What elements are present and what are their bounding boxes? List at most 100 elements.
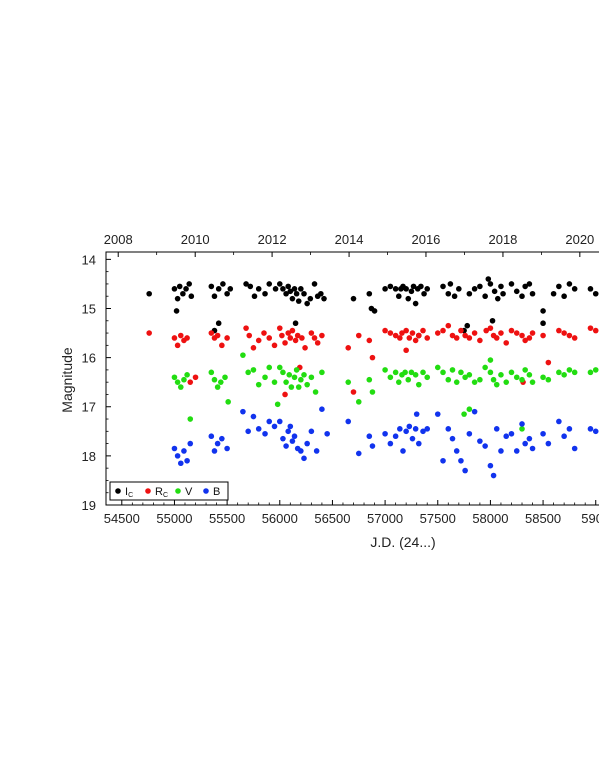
point-b — [529, 445, 536, 452]
point-b — [250, 413, 257, 420]
point-rc — [294, 332, 301, 339]
point-ic — [540, 308, 546, 314]
point-v — [405, 376, 412, 383]
point-ic — [485, 276, 492, 282]
point-rc — [483, 327, 490, 334]
point-ic — [491, 288, 498, 295]
point-ic — [174, 295, 181, 302]
point-ic — [224, 290, 230, 297]
point-ic — [293, 290, 300, 297]
point-b — [369, 443, 376, 449]
point-v — [440, 369, 446, 376]
point-rc — [287, 335, 294, 341]
year-tick-label: 2020 — [565, 232, 594, 247]
point-v — [274, 401, 281, 408]
point-v — [240, 352, 246, 358]
point-rc — [493, 335, 500, 341]
point-v — [291, 374, 298, 381]
y-tick-label: 14 — [82, 252, 96, 267]
point-b — [245, 428, 251, 435]
point-v — [319, 369, 325, 376]
point-rc — [503, 340, 510, 346]
point-b — [211, 448, 218, 454]
year-tick-label: 2014 — [335, 232, 364, 247]
point-ic — [519, 293, 525, 300]
point-ic — [445, 290, 452, 297]
point-rc — [214, 332, 221, 339]
point-ic — [410, 283, 417, 290]
point-ic — [494, 295, 501, 302]
point-v — [503, 379, 510, 385]
point-b — [324, 430, 330, 437]
point-rc — [285, 330, 292, 336]
point-ic — [311, 281, 318, 287]
point-ic — [522, 283, 528, 290]
legend: IC RC V B — [109, 481, 229, 501]
point-ic — [424, 286, 431, 292]
point-b — [508, 430, 515, 437]
point-v — [540, 374, 546, 381]
point-v — [211, 376, 218, 383]
x-tick-label: 54500 — [104, 511, 140, 526]
point-v — [171, 374, 178, 381]
legend-marker — [203, 488, 209, 494]
point-b — [513, 448, 520, 454]
point-v — [301, 372, 307, 378]
point-b — [566, 426, 573, 432]
point-b — [280, 435, 286, 442]
point-rc — [415, 332, 422, 339]
point-v — [345, 379, 352, 385]
point-v — [466, 406, 473, 413]
point-b — [301, 455, 307, 462]
point-b — [283, 443, 289, 449]
point-v — [526, 372, 533, 378]
point-b — [355, 450, 362, 457]
point-rc — [477, 337, 483, 344]
point-b — [412, 426, 419, 432]
point-b — [477, 438, 483, 444]
point-ic — [350, 295, 357, 302]
point-b — [466, 430, 473, 437]
point-v — [174, 379, 181, 385]
point-v — [286, 372, 293, 378]
y-tick-label: 18 — [82, 449, 96, 464]
point-v — [366, 376, 373, 383]
point-ic — [440, 283, 446, 290]
point-rc — [434, 330, 441, 336]
point-b — [308, 428, 315, 435]
legend-marker — [175, 488, 181, 494]
point-rc — [302, 344, 308, 351]
point-ic — [421, 290, 427, 297]
y-tick-label: 19 — [82, 498, 96, 513]
point-v — [415, 381, 422, 388]
point-rc — [519, 332, 525, 339]
top-year-axis: 2008 2010 2012 2014 2016 2018 2020 — [104, 232, 594, 257]
point-v — [312, 389, 319, 395]
point-ic — [508, 281, 515, 287]
point-ic — [556, 283, 562, 290]
point-v — [208, 369, 215, 376]
point-rc — [556, 327, 562, 334]
point-rc — [508, 327, 515, 334]
point-ic — [176, 283, 183, 290]
point-ic — [387, 283, 394, 290]
point-v — [177, 384, 184, 390]
point-rc — [566, 332, 573, 339]
point-rc — [311, 335, 318, 341]
point-rc — [289, 327, 296, 334]
point-b — [177, 460, 184, 467]
point-ic — [266, 281, 273, 287]
point-v — [245, 369, 251, 376]
point-v — [471, 379, 478, 385]
point-ic — [180, 290, 186, 297]
point-ic — [287, 288, 294, 295]
point-v — [288, 384, 295, 390]
point-b — [519, 421, 525, 427]
point-v — [283, 379, 289, 385]
point-ic — [550, 290, 557, 297]
point-v — [477, 376, 483, 383]
point-ic — [526, 281, 533, 287]
point-b — [434, 411, 441, 417]
point-rc — [498, 330, 504, 336]
